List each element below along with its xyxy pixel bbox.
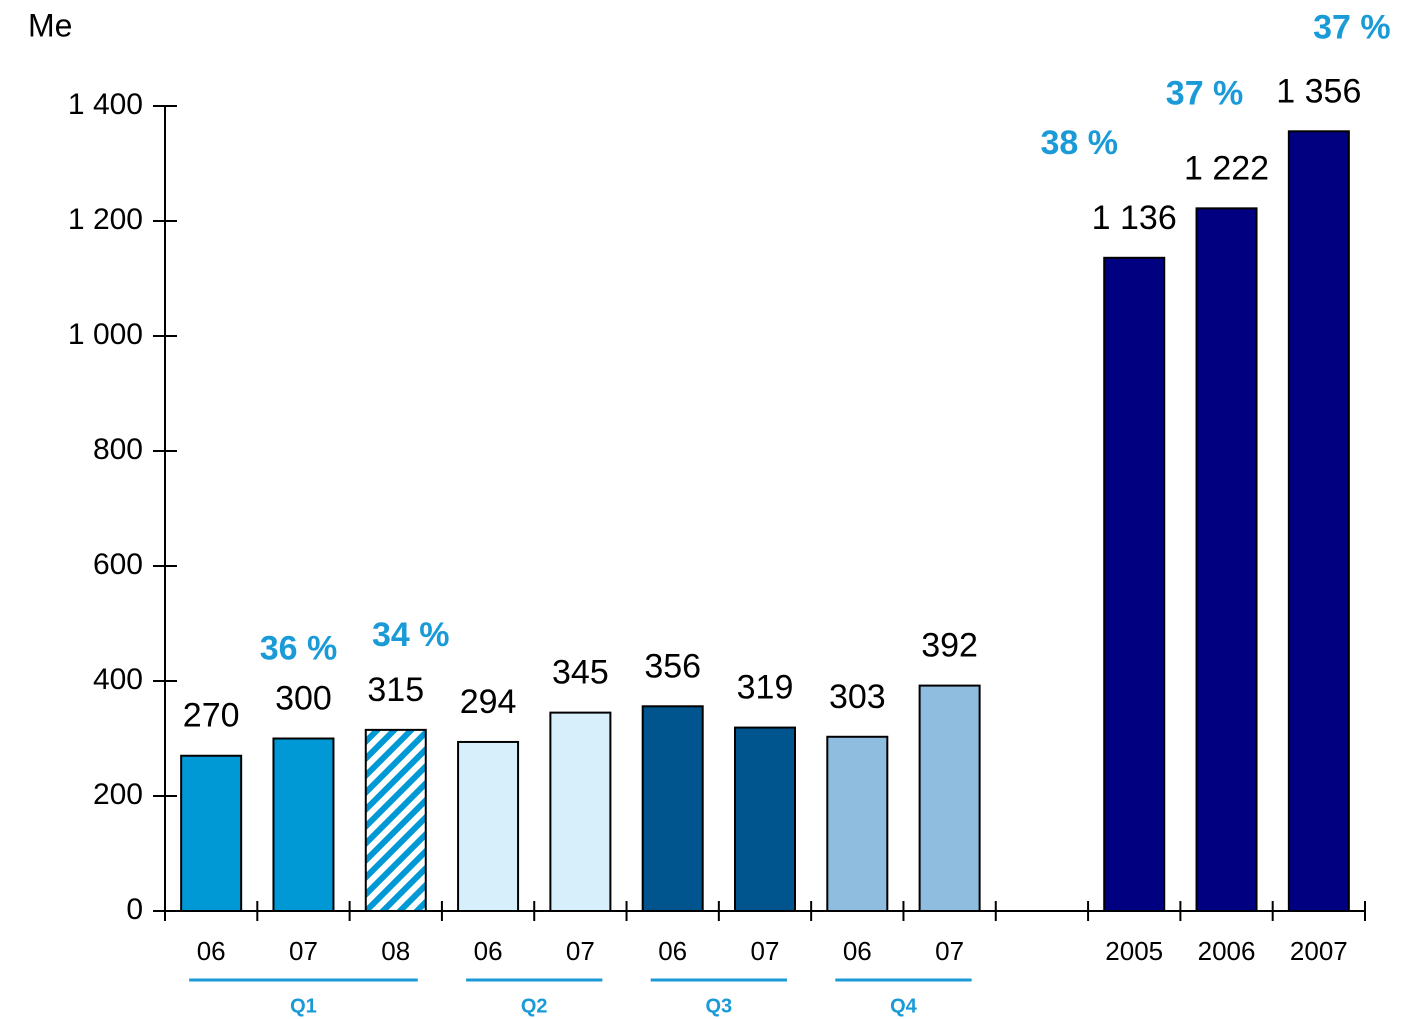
y-tick-label: 1 000 (68, 318, 143, 351)
bar (734, 726, 796, 913)
value-label: 303 (829, 678, 886, 716)
annotation: 37 % (1166, 74, 1244, 112)
bar (272, 737, 335, 912)
annotation: 36 % (260, 629, 338, 667)
value-label: 315 (367, 671, 424, 709)
bar (364, 728, 427, 912)
x-tick-label: 2007 (1290, 936, 1348, 966)
group-label: Q1 (290, 995, 317, 1017)
x-tick-label: 2006 (1198, 936, 1256, 966)
x-tick-label: 08 (381, 936, 410, 966)
x-tick-label: 06 (474, 936, 503, 966)
bar (1287, 130, 1350, 913)
bar (641, 705, 704, 912)
bar (918, 684, 981, 912)
x-tick-label: 07 (751, 936, 780, 966)
value-label: 356 (644, 647, 701, 685)
annotation: 38 % (1040, 124, 1118, 162)
y-axis-label: Me (28, 7, 72, 43)
y-tick-label: 200 (93, 778, 143, 811)
value-label: 1 356 (1276, 72, 1361, 110)
bar (826, 735, 889, 913)
group-label: Q2 (521, 995, 548, 1017)
value-label: 270 (183, 697, 240, 735)
x-tick-label: 06 (197, 936, 226, 966)
value-label: 294 (460, 683, 517, 721)
x-tick-label: 07 (566, 936, 595, 966)
value-label: 345 (552, 654, 609, 692)
value-label: 319 (737, 669, 794, 707)
value-label: 392 (921, 627, 978, 665)
y-tick-label: 1 200 (68, 203, 143, 236)
annotation: 34 % (372, 616, 450, 654)
value-label: 1 136 (1092, 199, 1177, 237)
x-tick-label: 07 (289, 936, 318, 966)
group-label: Q4 (890, 995, 918, 1017)
y-tick-label: 800 (93, 433, 143, 466)
bar (1195, 207, 1258, 913)
y-tick-label: 1 400 (68, 88, 143, 121)
bar (1103, 256, 1166, 912)
y-tick-label: 0 (126, 893, 143, 926)
x-tick-label: 06 (658, 936, 687, 966)
value-label: 1 222 (1184, 149, 1269, 187)
x-tick-label: 2005 (1105, 936, 1163, 966)
bar (549, 711, 612, 912)
y-tick-label: 600 (93, 548, 143, 581)
y-tick-label: 400 (93, 663, 143, 696)
bar (457, 740, 520, 913)
bar (180, 754, 243, 912)
group-label: Q3 (706, 995, 733, 1017)
annotation: 37 % (1313, 8, 1391, 46)
x-tick-label: 06 (843, 936, 872, 966)
value-label: 300 (275, 679, 332, 717)
x-tick-label: 07 (935, 936, 964, 966)
